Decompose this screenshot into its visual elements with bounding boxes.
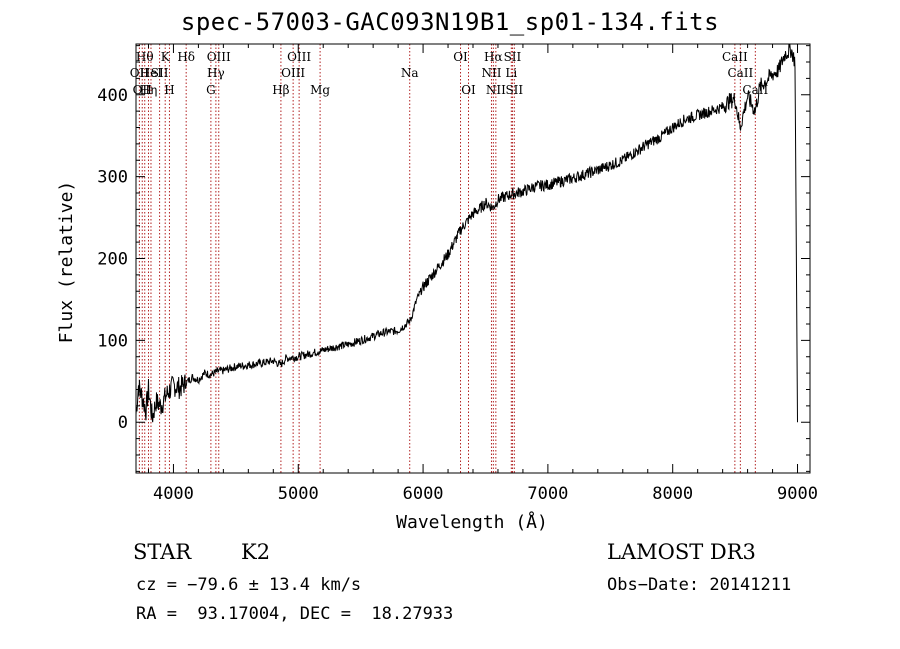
emission-line-label: K (161, 50, 171, 64)
emission-line-label: OI (453, 50, 468, 64)
emission-line-label: Hγ (207, 66, 225, 80)
emission-line-label: OIII (207, 50, 231, 64)
y-tick-label: 400 (97, 86, 128, 106)
emission-line-label: NII (486, 83, 506, 97)
emission-line-label: CaII (722, 50, 748, 64)
emission-line-label: Hη (140, 83, 158, 97)
emission-line-label: OIII (287, 50, 311, 64)
coordinates: RA = 93.17004, DEC = 18.27933 (136, 604, 454, 624)
y-tick-label: 100 (97, 331, 128, 351)
emission-line-label: Hα (484, 50, 503, 64)
x-tick-label: 7000 (527, 484, 568, 504)
y-tick-label: 300 (97, 168, 128, 188)
emission-line-label: CaII (727, 66, 753, 80)
x-tick-label: 9000 (777, 484, 818, 504)
spectrum-line (135, 43, 798, 423)
x-tick-label: 5000 (278, 484, 319, 504)
x-tick-label: 8000 (652, 484, 693, 504)
y-tick-label: 0 (118, 413, 128, 433)
object-subclass: K2 (241, 540, 271, 564)
x-axis-label: Wavelength (Å) (396, 511, 548, 533)
emission-line-label: Li (505, 66, 517, 80)
emission-line-label: HeI (140, 66, 163, 80)
emission-line-label: Hβ (272, 83, 289, 97)
emission-line-label: OI (461, 83, 476, 97)
emission-line-label: Hθ (136, 50, 154, 64)
emission-line-label: OII (133, 83, 153, 97)
emission-line-label: SII (151, 66, 169, 80)
emission-line-label: Mg (310, 83, 330, 97)
emission-line-label: Hδ (177, 50, 195, 64)
y-tick-label: 200 (97, 250, 128, 270)
emission-line-label: Na (401, 66, 419, 80)
emission-line-label: OII (130, 66, 150, 80)
emission-line-label: H (164, 83, 174, 97)
chart-title: spec-57003-GAC093N19B1_sp01-134.fits (180, 8, 720, 36)
object-class: STAR (133, 540, 192, 564)
emission-line-label: OIII (281, 66, 305, 80)
survey-name: LAMOST DR3 (607, 540, 756, 564)
emission-line-label: G (206, 83, 216, 97)
redshift-velocity: cz = −79.6 ± 13.4 km/s (136, 575, 362, 595)
emission-line-label: SII (505, 83, 523, 97)
y-axis-label: Flux (relative) (56, 181, 77, 344)
observation-date: Obs−Date: 20141211 (607, 575, 792, 595)
x-tick-label: 4000 (153, 484, 194, 504)
emission-line-label: NII (481, 66, 501, 80)
emission-line-label: CaII (742, 83, 768, 97)
emission-line-label: SII (504, 50, 522, 64)
x-tick-label: 6000 (403, 484, 444, 504)
